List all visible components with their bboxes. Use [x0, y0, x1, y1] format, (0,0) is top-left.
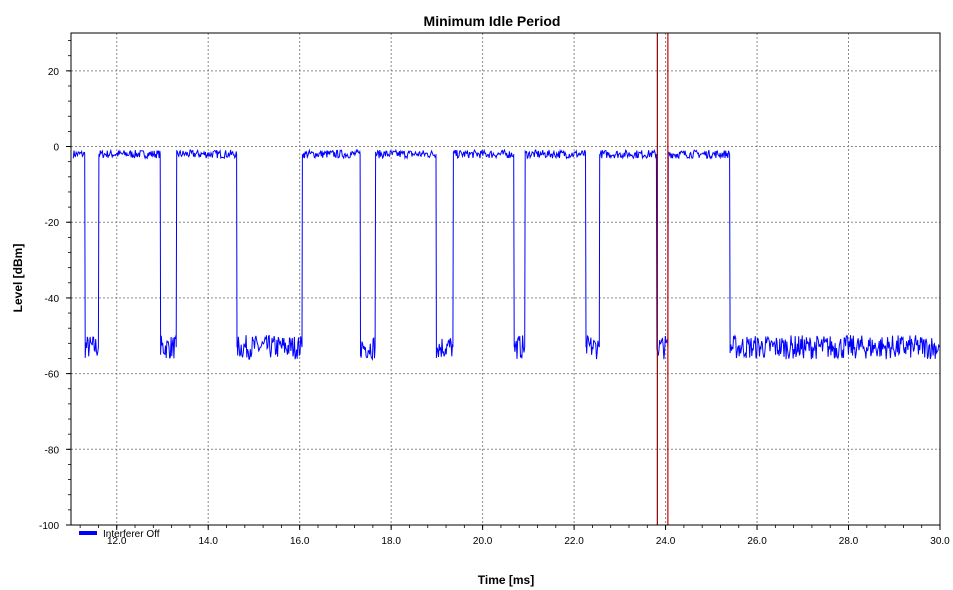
y-tick-label: 20 [48, 67, 60, 78]
legend: Interferer Off [79, 529, 160, 540]
plot-frame [70, 32, 941, 526]
legend-label: Interferer Off [103, 529, 160, 540]
series-line [72, 148, 940, 361]
x-axis: 12.0 14.0 16.0 18.0 20.0 22.0 24.0 26.0 28.0 30.0 [79, 525, 950, 547]
x-tick-label: 28.0 [839, 536, 859, 547]
y-tick-label: -20 [45, 218, 60, 229]
y-axis: 20 0 -20 -40 -60 -80 -100 [39, 40, 71, 532]
x-tick-label: 20.0 [473, 536, 493, 547]
x-tick-label: 14.0 [198, 536, 218, 547]
x-tick-label: 12.0 [107, 536, 127, 547]
y-tick-label: -100 [39, 521, 59, 532]
y-tick-label: -60 [45, 370, 60, 381]
x-tick-label: 30.0 [930, 536, 950, 547]
x-tick-label: 22.0 [564, 536, 584, 547]
x-tick-label: 18.0 [381, 536, 401, 547]
grid [71, 33, 940, 525]
series-layer [72, 148, 940, 361]
y-axis-label: Level [dBm] [11, 244, 25, 313]
marker-layer [656, 33, 669, 525]
x-axis-label: Time [ms] [478, 573, 534, 587]
x-tick-label: 16.0 [290, 536, 310, 547]
y-tick-label: 0 [53, 143, 59, 154]
chart-title: Minimum Idle Period [424, 13, 561, 29]
x-tick-label: 26.0 [747, 536, 767, 547]
y-tick-label: -40 [45, 294, 60, 305]
y-tick-label: -80 [45, 445, 60, 456]
x-tick-label: 24.0 [656, 536, 676, 547]
